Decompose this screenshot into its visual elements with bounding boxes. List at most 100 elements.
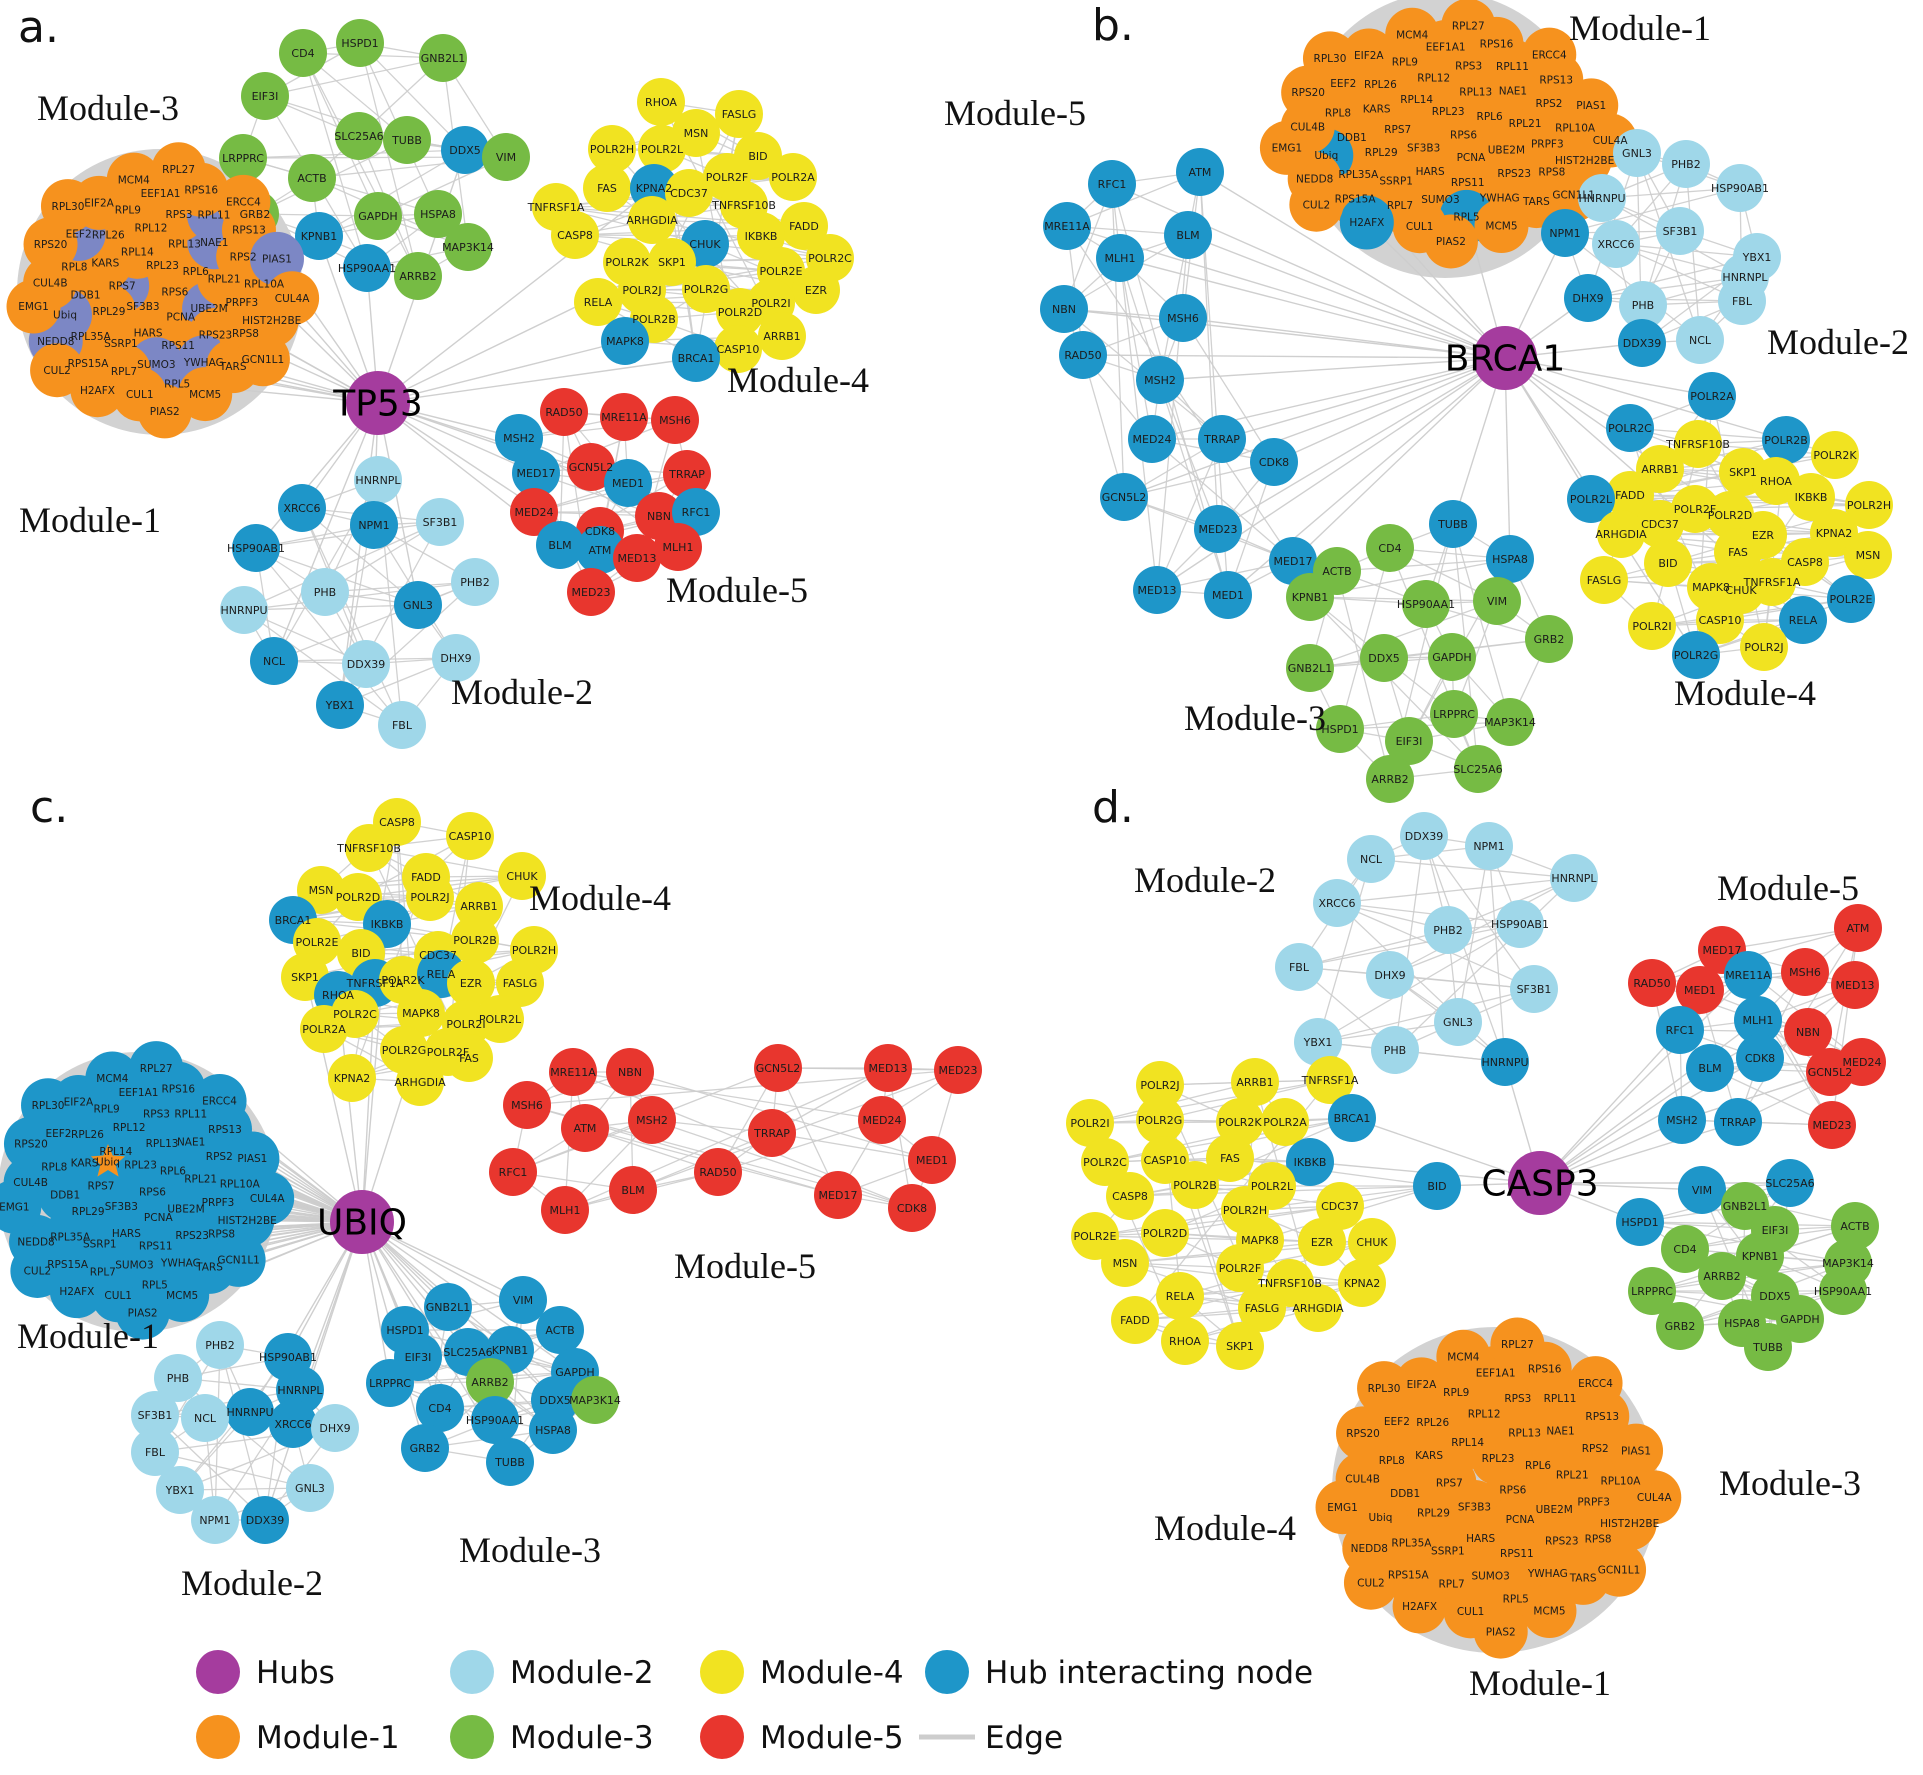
node-GRB2 [1656, 1302, 1704, 1350]
edge [1488, 845, 1506, 1063]
node-label: POLR2H [590, 143, 634, 156]
node-label: ACTB [545, 1324, 574, 1337]
node-label: DHX9 [319, 1422, 350, 1435]
node-label: GNB2L1 [421, 52, 465, 65]
edge [1339, 547, 1391, 730]
node-label: RPL30 [1368, 1383, 1401, 1395]
node-label: RFC1 [1666, 1024, 1695, 1037]
node-label: XRCC6 [1319, 897, 1356, 910]
node-H2AFX [1392, 1579, 1447, 1634]
node-label: RPL21 [1556, 1469, 1589, 1481]
node-PIAS2 [115, 1285, 170, 1340]
edge [1681, 1071, 1831, 1121]
panel-letter: a. [18, 2, 59, 53]
node-EMG1 [1315, 1480, 1370, 1535]
node-POLR2G [682, 265, 730, 313]
hub-edge [1292, 357, 1506, 562]
node-label: RPL30 [52, 201, 85, 213]
node-label: POLR2C [333, 1008, 377, 1021]
node-label: KPNB1 [1742, 1250, 1779, 1263]
node-label: UBE2M [1536, 1504, 1573, 1516]
module-label-module-1: Module-1 [19, 500, 161, 540]
node-H2AFX [1339, 195, 1394, 250]
node-label: RPL9 [115, 204, 141, 216]
node-SF3B1 [416, 498, 464, 546]
node-label: RPL6 [160, 1166, 186, 1178]
node-RPL30 [21, 1078, 76, 1133]
module-label-module-5: Module-5 [1717, 868, 1859, 908]
node-label: GRB2 [1665, 1320, 1696, 1333]
node-label: GCN5L2 [1808, 1066, 1853, 1079]
node-label: RPS2 [230, 251, 257, 263]
node-label: SUMO3 [137, 359, 175, 371]
node-label: YBX1 [1303, 1036, 1333, 1049]
labels-layer: RPS6 SF3B3 RPL23 PCNA RPS7 RPL6 HARS RPL14 UBE2M… [944, 0, 1909, 786]
node-HSP90AA1 [1402, 580, 1450, 628]
node-FAS [445, 1034, 493, 1082]
node-label: PRPF3 [225, 297, 258, 309]
legend-swatch-module-3 [450, 1715, 494, 1759]
node-label: POLR2I [1632, 620, 1671, 633]
node-label: HSP90AA1 [466, 1414, 524, 1427]
node-CDC37 [665, 169, 713, 217]
node-FASLG [1238, 1284, 1286, 1332]
node-label: RPL27 [140, 1063, 173, 1075]
node-FAS [1206, 1134, 1254, 1182]
node-label: CUL4A [250, 1193, 286, 1205]
node-EZR [1298, 1218, 1346, 1266]
node-POLR2A [1688, 372, 1736, 420]
node-label: MRE11A [601, 411, 647, 424]
node-label: ERCC4 [1578, 1378, 1613, 1390]
node-label: PHB [314, 586, 336, 599]
node-label: CUL2 [24, 1266, 52, 1278]
node-label: POLR2F [706, 171, 748, 184]
node-label: MCM4 [96, 1073, 128, 1085]
edge [1182, 317, 1275, 463]
node-label: CUL4B [13, 1177, 48, 1189]
node-PIAS2 [1473, 1604, 1528, 1659]
node-SF3B1 [1510, 965, 1558, 1013]
hub-edge [1366, 222, 1506, 359]
node-label: RAD50 [699, 1166, 736, 1179]
node-label: RPS3 [1504, 1393, 1531, 1405]
edge [243, 609, 403, 726]
edge [324, 581, 476, 593]
node-label: MLH1 [663, 541, 694, 554]
edge [1159, 379, 1219, 530]
node-label: RPL12 [135, 223, 168, 235]
node-POLR2L [476, 995, 524, 1043]
hub-label: BRCA1 [1445, 339, 1566, 380]
node-label: POLR2H [1223, 1204, 1267, 1217]
node-label: RPS15A [47, 1259, 89, 1271]
node-LRPPRC [366, 1359, 414, 1407]
node-label: ATM [574, 1122, 597, 1135]
edge [264, 95, 408, 141]
edge [1317, 988, 1535, 1043]
node-label: ARRB2 [471, 1376, 508, 1389]
node-label: MAPK8 [402, 1007, 440, 1020]
node-label: YWHAG [160, 1258, 201, 1270]
node-KPNA2 [1810, 509, 1858, 557]
node-label: CHUK [506, 870, 538, 883]
node-label: ERCC4 [202, 1096, 237, 1108]
node-label: RPS6 [139, 1187, 166, 1199]
node-KPNB1 [1736, 1232, 1784, 1280]
node-label: SLC25A6 [1453, 763, 1502, 776]
node-label: TNFRSF10B [1665, 438, 1730, 451]
node-label: MSH6 [1789, 966, 1821, 979]
node-PHB2 [1424, 906, 1472, 954]
node-label: TRRAP [1719, 1116, 1756, 1129]
node-BLM [536, 521, 584, 569]
node-CASP8 [1106, 1172, 1154, 1220]
edge [717, 1119, 883, 1173]
node-label: MRE11A [1044, 220, 1090, 233]
node-label: EIF2A [64, 1097, 94, 1109]
node-label: FADD [1615, 489, 1645, 502]
node-GNL3 [286, 1464, 334, 1512]
node-CASP10 [714, 325, 762, 373]
node-label: RPS16 [1528, 1363, 1562, 1375]
node-label: ERCC4 [226, 197, 261, 209]
node-label: RPL10A [1600, 1475, 1641, 1487]
node-label: CDK8 [1259, 456, 1289, 469]
node-label: FADD [1120, 1314, 1150, 1327]
